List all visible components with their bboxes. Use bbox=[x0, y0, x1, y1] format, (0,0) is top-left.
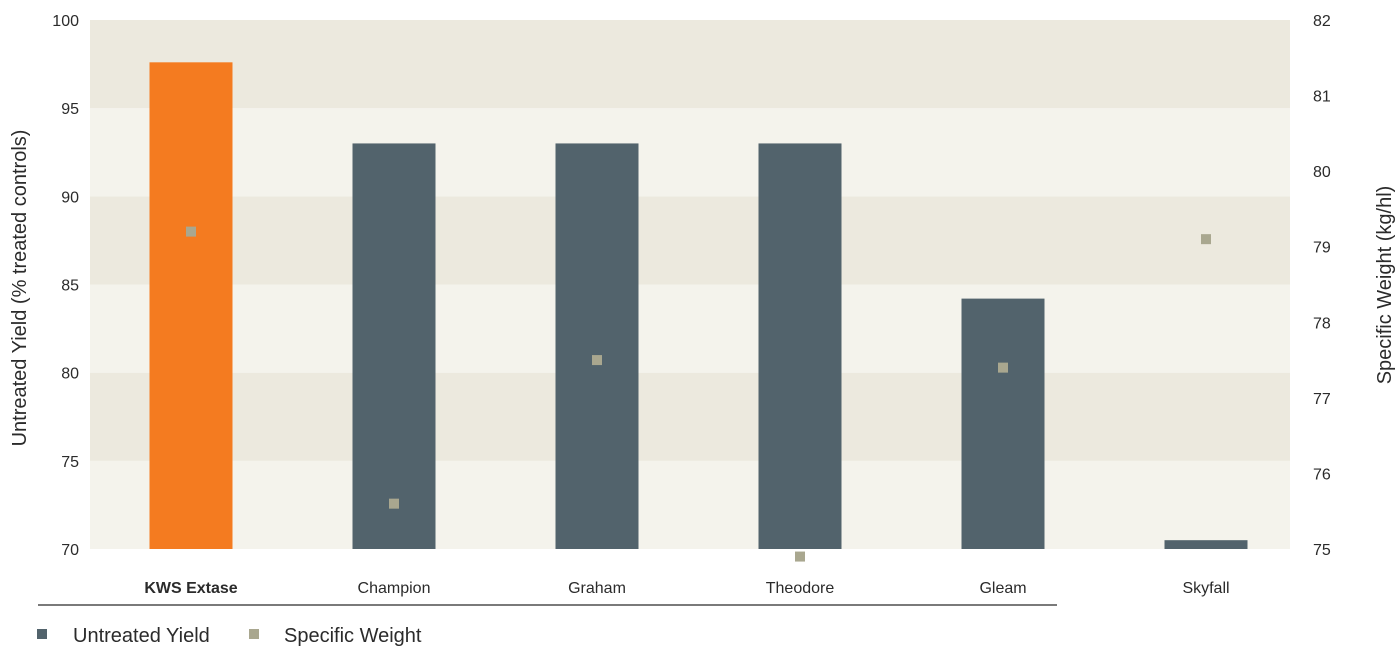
right-axis-ticks: 75 76 77 78 79 80 81 82 bbox=[1313, 13, 1331, 559]
left-tick-label: 95 bbox=[61, 101, 79, 118]
markers-specific-weight bbox=[186, 226, 1211, 562]
category-label-gleam: Gleam bbox=[979, 580, 1026, 597]
category-label-kws-extase: KWS Extase bbox=[144, 580, 237, 597]
right-tick-label: 75 bbox=[1313, 542, 1331, 559]
left-axis-title: Untreated Yield (% treated controls) bbox=[9, 130, 31, 447]
band bbox=[90, 196, 1290, 285]
legend-label-untreated-yield: Untreated Yield bbox=[73, 625, 210, 647]
bar-kws-extase bbox=[149, 62, 233, 549]
category-label-theodore: Theodore bbox=[766, 580, 835, 597]
bars-untreated-yield bbox=[149, 62, 1248, 549]
left-tick-label: 100 bbox=[52, 13, 79, 30]
right-tick-label: 77 bbox=[1313, 391, 1331, 408]
band bbox=[90, 108, 1290, 197]
left-tick-label: 75 bbox=[61, 454, 79, 471]
legend-label-specific-weight: Specific Weight bbox=[284, 625, 422, 647]
right-tick-label: 79 bbox=[1313, 240, 1331, 257]
legend: Untreated Yield Specific Weight bbox=[37, 625, 422, 647]
category-label-champion: Champion bbox=[358, 580, 431, 597]
right-tick-label: 81 bbox=[1313, 89, 1331, 106]
bar-gleam bbox=[961, 298, 1045, 549]
left-tick-label: 70 bbox=[61, 542, 79, 559]
bar-champion bbox=[352, 143, 436, 549]
right-axis-title: Specific Weight (kg/hl) bbox=[1374, 186, 1396, 385]
bar-skyfall bbox=[1164, 540, 1248, 549]
right-tick-label: 78 bbox=[1313, 315, 1331, 332]
right-tick-label: 82 bbox=[1313, 13, 1331, 30]
bar-theodore bbox=[758, 143, 842, 549]
bar-graham bbox=[555, 143, 639, 549]
band bbox=[90, 284, 1290, 373]
left-tick-label: 85 bbox=[61, 278, 79, 295]
category-labels: KWS Extase Champion Graham Theodore Gleam Sky… bbox=[144, 580, 1229, 597]
legend-swatch-untreated-yield bbox=[37, 629, 47, 639]
marker-theodore bbox=[795, 551, 805, 562]
band bbox=[90, 20, 1290, 109]
marker-gleam bbox=[998, 362, 1008, 373]
band bbox=[90, 460, 1290, 549]
plot-background-bands bbox=[90, 20, 1290, 549]
left-axis-ticks: 70 75 80 85 90 95 100 bbox=[52, 13, 79, 559]
category-label-skyfall: Skyfall bbox=[1182, 580, 1229, 597]
band bbox=[90, 372, 1290, 461]
marker-kws-extase bbox=[186, 226, 196, 237]
right-tick-label: 80 bbox=[1313, 164, 1331, 181]
legend-swatch-specific-weight bbox=[249, 629, 259, 639]
left-tick-label: 80 bbox=[61, 366, 79, 383]
left-tick-label: 90 bbox=[61, 189, 79, 206]
marker-graham bbox=[592, 355, 602, 366]
marker-skyfall bbox=[1201, 234, 1211, 245]
category-label-graham: Graham bbox=[568, 580, 626, 597]
right-tick-label: 76 bbox=[1313, 466, 1331, 483]
marker-champion bbox=[389, 498, 399, 509]
